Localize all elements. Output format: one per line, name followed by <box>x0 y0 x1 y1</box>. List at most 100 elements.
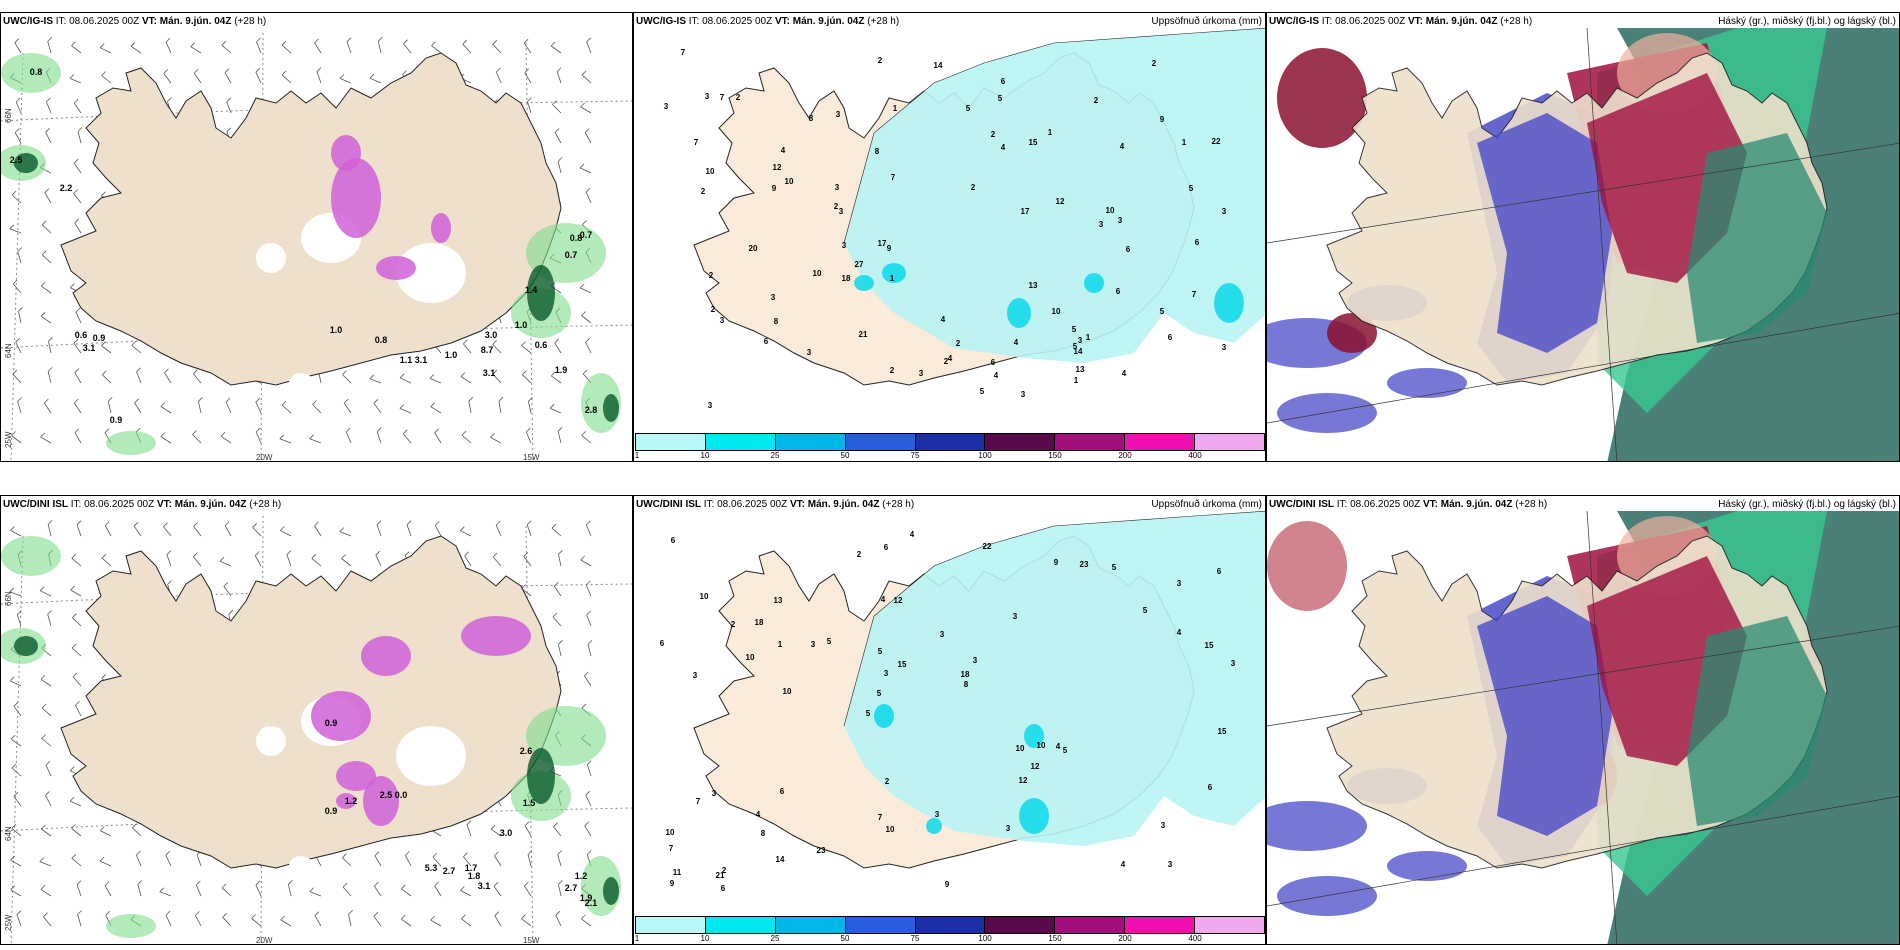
precip-accum-label: 6 <box>1217 567 1222 576</box>
wind-barb <box>39 861 52 867</box>
wind-barb-feather <box>280 526 285 531</box>
precip-accum-label: 7 <box>669 844 674 853</box>
precip-accum-label: 5 <box>866 709 871 718</box>
wind-barb <box>45 764 52 777</box>
wind-barb-feather <box>492 369 498 375</box>
precip-value-label: 2.5 <box>380 790 393 800</box>
precip-accum-label: 5 <box>877 689 882 698</box>
precip-purple-area <box>461 616 531 656</box>
wind-barb <box>76 884 82 897</box>
colorbar-label: 200 <box>1118 934 1132 943</box>
lat-label-64n: 64N <box>4 826 13 841</box>
precip-accum-label: 8 <box>774 317 779 326</box>
wind-barb-feather <box>101 71 106 76</box>
wind-barb-feather <box>99 43 105 48</box>
wind-barb <box>159 891 172 897</box>
wind-barb <box>225 401 232 414</box>
colorbar-labels: 1 10 25 50 75 100 150 200 400 <box>635 934 1265 944</box>
map-precip-top: 2223334210123633245373269363653331064587… <box>664 27 1265 410</box>
wind-barb-feather <box>71 41 76 46</box>
precip-accum-label: 3 <box>1222 343 1227 352</box>
colorbar-label: 50 <box>840 451 850 460</box>
wind-barb <box>400 918 412 927</box>
wind-barb <box>256 41 262 54</box>
precip-dark-green-area <box>603 877 619 905</box>
wind-barb-feather <box>193 369 198 374</box>
wind-barb-feather <box>280 915 285 921</box>
precip-green-area <box>106 914 156 938</box>
wind-barb-feather <box>48 337 53 342</box>
wind-barb <box>341 558 352 567</box>
wind-barb-feather <box>160 432 166 437</box>
precip-accum-label: 6 <box>671 536 676 545</box>
wind-barb <box>48 341 52 354</box>
precip-value-label: 1.0 <box>445 350 458 360</box>
colorbar-swatch <box>985 434 1056 450</box>
precip-value-label: 2.8 <box>585 405 598 415</box>
wind-barb <box>12 373 22 384</box>
precip-dark-green-area <box>527 265 555 321</box>
precip-accum-label: 6 <box>780 787 785 796</box>
precip-value-label: 0.9 <box>325 718 338 728</box>
wind-barb <box>44 192 52 204</box>
wind-barb-feather <box>163 522 168 527</box>
wind-barb <box>400 377 412 384</box>
wind-barb <box>43 402 52 414</box>
precip-value-label: 0.6 <box>75 330 88 340</box>
precip-accum-label: 10 <box>666 828 675 837</box>
precip-value-label: 1.0 <box>330 325 343 335</box>
wind-barb-feather <box>555 910 561 916</box>
wind-barb <box>586 614 592 627</box>
map-precip-bottom: 3335324335781235106310457313964349310121… <box>660 510 1265 893</box>
wind-barb-feather <box>316 67 322 72</box>
wind-barb <box>280 530 292 537</box>
colorbar-swatch <box>775 917 846 933</box>
wind-barb-feather <box>528 397 533 402</box>
wind-barb-feather <box>373 399 379 404</box>
wind-barb-feather <box>220 432 226 437</box>
wind-barb <box>431 45 442 54</box>
wind-barb <box>553 826 562 837</box>
wind-barb-feather <box>399 373 405 379</box>
wind-barb-feather <box>255 67 261 73</box>
wind-barb-feather <box>587 640 593 645</box>
wind-barb-feather <box>14 128 20 133</box>
wind-barb-feather <box>461 914 466 920</box>
wind-barb <box>101 345 112 354</box>
wind-barb-feather <box>41 220 47 226</box>
wind-barb-feather <box>221 883 227 889</box>
wind-barb <box>339 78 352 84</box>
wind-barb <box>99 860 112 867</box>
colorbar-swatch <box>845 434 916 450</box>
wind-barb <box>198 401 202 414</box>
precip-accum-label: 3 <box>940 630 945 639</box>
wind-barb <box>551 527 562 537</box>
wind-barb <box>377 41 382 54</box>
wind-barb <box>369 378 382 384</box>
wind-barb <box>17 251 22 264</box>
colorbar-swatch <box>1055 434 1126 450</box>
colorbar-label: 50 <box>840 934 850 943</box>
precip-value-label: 0.8 <box>375 335 388 345</box>
precip-accum-label: 4 <box>1120 142 1125 151</box>
wind-barb <box>527 101 532 114</box>
wind-barb-feather <box>100 826 105 831</box>
precip-purple-area <box>336 793 356 809</box>
wind-barb <box>490 828 502 837</box>
precip-accum-label: 10 <box>706 167 715 176</box>
precip-purple-area <box>431 213 451 243</box>
wind-barb <box>281 404 292 414</box>
precip-value-label: 8.7 <box>481 345 494 355</box>
graticule-lon25 <box>10 535 24 944</box>
projection-line <box>1267 142 1899 244</box>
wind-barb-feather <box>221 41 227 46</box>
wind-barb-feather <box>44 398 49 404</box>
precip-colorbar <box>635 916 1265 934</box>
wind-barb-feather <box>460 372 466 377</box>
wind-barb <box>252 527 262 537</box>
wind-barb <box>226 101 232 114</box>
wind-barb <box>434 525 442 537</box>
wind-barb-feather <box>406 520 412 525</box>
wind-barb <box>558 644 562 657</box>
wind-barb-feather <box>432 852 438 858</box>
